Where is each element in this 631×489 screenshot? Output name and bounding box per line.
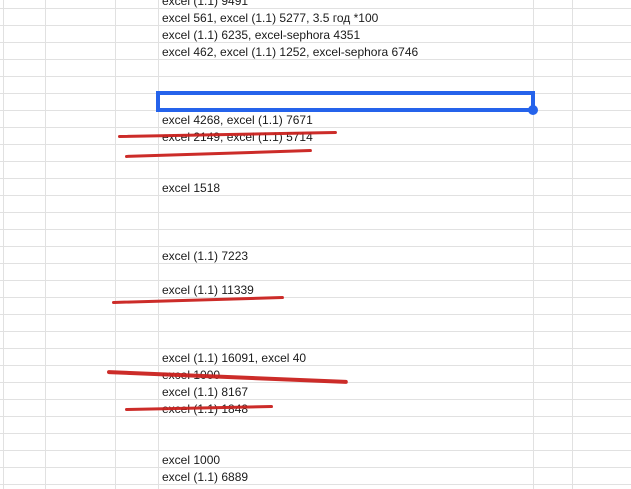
spreadsheet-cell[interactable]: excel 462, excel (1.1) 1252, excel-sepho… xyxy=(162,45,419,59)
spreadsheet-cell[interactable]: excel (1.1) 8167 xyxy=(162,385,249,399)
vertical-gridline xyxy=(45,0,46,489)
selected-cell-outline[interactable] xyxy=(156,91,535,112)
spreadsheet-cell[interactable]: excel (1.1) 16091, excel 40 xyxy=(162,351,307,365)
vertical-gridline xyxy=(3,0,4,489)
vertical-gridline xyxy=(572,0,573,489)
spreadsheet-cell[interactable]: excel (1.1) 6889 xyxy=(162,470,249,484)
vertical-gridline xyxy=(533,0,534,489)
spreadsheet-cell[interactable]: excel 561, excel (1.1) 5277, 3.5 год *10… xyxy=(162,11,379,25)
spreadsheet-cell[interactable]: excel 1000 xyxy=(162,453,221,467)
spreadsheet-cell[interactable]: excel (1.1) 11339 xyxy=(162,283,254,297)
spreadsheet-cell[interactable]: excel (1.1) 9491 xyxy=(162,0,249,8)
selection-fill-handle[interactable] xyxy=(528,105,538,115)
spreadsheet-cell[interactable]: excel (1.1) 6235, excel-sephora 4351 xyxy=(162,28,361,42)
spreadsheet-cell[interactable]: excel 4268, excel (1.1) 7671 xyxy=(162,113,313,127)
vertical-gridline xyxy=(158,0,159,489)
spreadsheet-cell[interactable]: excel (1.1) 7223 xyxy=(162,249,249,263)
vertical-gridline xyxy=(115,0,116,489)
spreadsheet-cell[interactable]: excel 1518 xyxy=(162,181,221,195)
